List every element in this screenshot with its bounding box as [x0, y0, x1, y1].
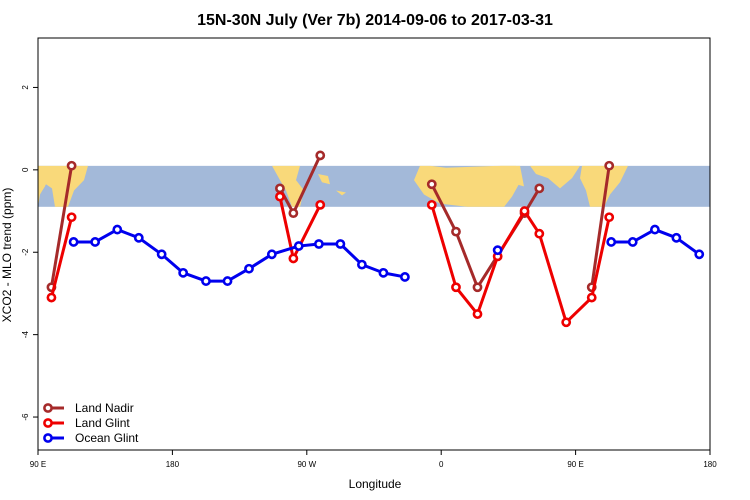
- series-layer: [46, 150, 705, 328]
- data-point-land-glint: [46, 292, 57, 303]
- legend-swatch-marker: [43, 403, 53, 413]
- data-point-land-nadir: [451, 226, 461, 237]
- data-point-ocean-glint: [133, 232, 144, 243]
- y-axis-label: XCO2 - MLO trend (ppm): [0, 188, 14, 323]
- series-line-ocean-glint: [73, 228, 406, 283]
- data-point-ocean-glint: [178, 267, 189, 278]
- map-land-4: [336, 190, 346, 196]
- plot-frame: [37, 37, 711, 451]
- data-point-ocean-glint: [112, 224, 123, 235]
- data-point-ocean-glint: [378, 267, 389, 278]
- data-point-ocean-glint: [400, 272, 410, 282]
- data-point-ocean-glint: [313, 239, 324, 249]
- map-land-0: [38, 165, 88, 207]
- data-point-land-nadir: [472, 282, 483, 293]
- series-land-glint: [46, 191, 615, 328]
- series-line-land-glint: [430, 204, 611, 324]
- data-point-ocean-glint: [492, 245, 503, 256]
- map-land-7: [530, 165, 580, 189]
- map-land-6: [500, 165, 524, 187]
- data-point-land-nadir: [275, 183, 285, 194]
- data-point-ocean-glint: [90, 237, 101, 247]
- chart-title: 15N-30N July (Ver 7b) 2014-09-06 to 2017…: [197, 12, 553, 29]
- data-point-land-glint: [426, 199, 437, 210]
- map-land-1: [38, 180, 45, 197]
- data-point-ocean-glint: [606, 237, 617, 247]
- y-tick-label: 0: [21, 167, 30, 172]
- x-tick-label: 180: [166, 460, 180, 469]
- map-land-8: [580, 165, 628, 207]
- data-point-land-nadir: [315, 150, 326, 161]
- map-land-5: [414, 165, 520, 207]
- y-tick-label: 2: [21, 85, 30, 90]
- series-ocean-glint: [68, 224, 705, 286]
- y-axis: 2 0 -2 -4 -6: [21, 85, 38, 421]
- legend-label: Land Nadir: [75, 401, 134, 415]
- map-land-2: [272, 165, 304, 207]
- data-point-ocean-glint: [222, 276, 233, 286]
- y-tick-label: -4: [21, 331, 30, 339]
- x-tick-label: 180: [703, 460, 717, 469]
- data-point-land-glint: [315, 199, 326, 210]
- data-point-land-glint: [604, 212, 615, 223]
- data-point-land-glint: [586, 292, 597, 303]
- data-point-land-glint: [472, 309, 483, 319]
- data-point-land-glint: [561, 317, 572, 328]
- legend-label: Ocean Glint: [75, 431, 139, 445]
- data-point-ocean-glint: [201, 276, 211, 286]
- series-line-land-glint: [49, 216, 74, 298]
- data-point-land-glint: [288, 253, 299, 264]
- data-point-land-glint: [275, 191, 285, 202]
- data-point-ocean-glint: [649, 224, 660, 235]
- data-point-ocean-glint: [266, 249, 277, 260]
- x-tick-label: 90 E: [567, 460, 583, 469]
- data-point-land-nadir: [288, 208, 299, 218]
- legend-swatch-marker: [43, 418, 53, 428]
- x-axis: 90 E 180 90 W 0 90 E 180: [30, 450, 717, 469]
- x-tick-label: 90 W: [297, 460, 316, 469]
- x-tick-label: 90 E: [30, 460, 46, 469]
- world-map-band: [38, 165, 710, 207]
- x-tick-label: 0: [439, 460, 444, 469]
- legend-label: Land Glint: [75, 416, 130, 430]
- data-point-ocean-glint: [244, 263, 254, 274]
- data-point-land-glint: [66, 212, 77, 223]
- data-point-land-glint: [534, 228, 545, 239]
- data-point-ocean-glint: [293, 241, 304, 251]
- data-point-ocean-glint: [627, 237, 638, 247]
- data-point-land-glint: [519, 206, 530, 216]
- data-point-ocean-glint: [357, 259, 367, 270]
- series-line-land-nadir: [590, 165, 611, 288]
- data-point-land-glint: [451, 282, 461, 293]
- data-point-land-nadir: [604, 160, 615, 171]
- data-point-land-nadir: [426, 179, 437, 190]
- y-tick-label: -6: [21, 413, 30, 421]
- data-point-ocean-glint: [671, 232, 682, 243]
- data-point-land-nadir: [534, 183, 545, 194]
- x-axis-label: Longitude: [349, 477, 402, 491]
- data-point-ocean-glint: [68, 237, 79, 247]
- data-point-ocean-glint: [694, 249, 705, 260]
- y-tick-label: -2: [21, 248, 30, 256]
- data-point-land-nadir: [66, 160, 77, 171]
- legend-swatch-marker: [43, 433, 53, 443]
- data-point-ocean-glint: [156, 249, 167, 260]
- map-land-3: [318, 173, 330, 185]
- data-point-ocean-glint: [335, 239, 346, 249]
- series-line-land-nadir: [49, 165, 74, 288]
